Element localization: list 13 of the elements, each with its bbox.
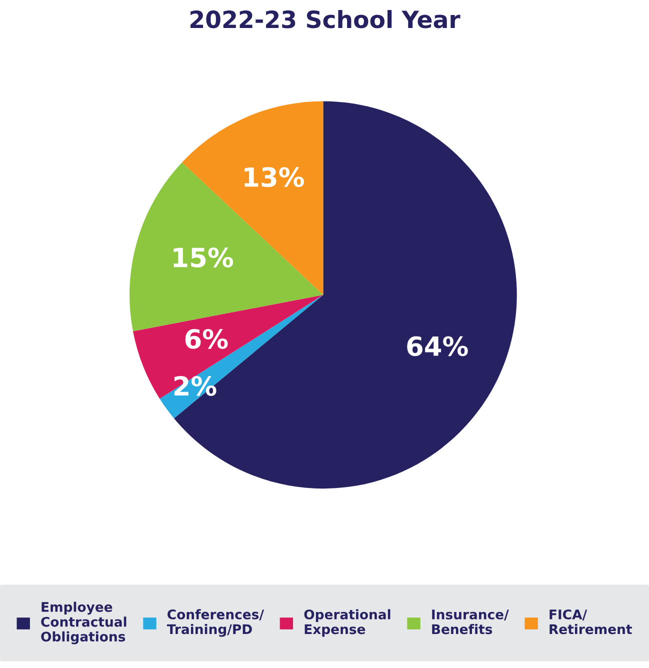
pie-slice: [132, 294, 324, 399]
legend-label: Operational Expense: [304, 609, 390, 637]
data-label: 15%: [174, 248, 234, 268]
legend-label: Employee Contractual Obligations: [41, 602, 126, 644]
data-label: 6%: [185, 328, 228, 349]
legend-label: Conferences/ Training/PD: [166, 609, 264, 637]
data-label: 64%: [407, 336, 468, 356]
legend-label: Insurance/ Benefits: [432, 610, 509, 634]
legend-label: FICA/ Retirement: [550, 609, 632, 634]
pie-slice: [174, 101, 517, 489]
data-label: 13%: [244, 167, 304, 188]
pie-slice: [160, 294, 324, 418]
chart-title: 2022-23 School Year: [190, 10, 460, 28]
